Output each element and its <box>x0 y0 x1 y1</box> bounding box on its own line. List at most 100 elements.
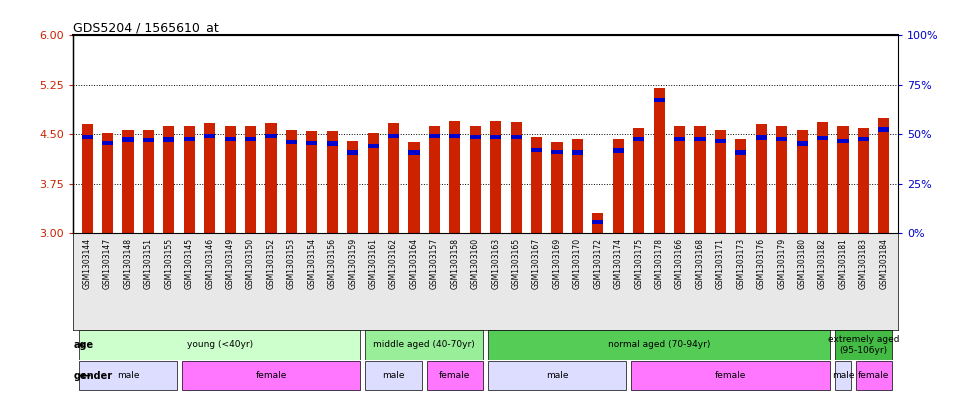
Bar <box>204 134 216 138</box>
Bar <box>409 151 419 155</box>
Bar <box>878 127 889 132</box>
Bar <box>613 149 624 153</box>
Bar <box>674 137 686 141</box>
Bar <box>82 124 93 233</box>
Bar <box>245 137 256 141</box>
Bar <box>572 140 583 233</box>
Bar <box>531 148 542 152</box>
Bar <box>653 98 665 102</box>
Text: GSM1303181: GSM1303181 <box>839 238 848 289</box>
Bar <box>427 361 483 390</box>
Text: extremely aged
(95-106yr): extremely aged (95-106yr) <box>827 335 899 354</box>
Bar <box>184 126 195 233</box>
Bar <box>388 134 399 138</box>
Text: GSM1303149: GSM1303149 <box>225 238 235 289</box>
Text: GDS5204 / 1565610_at: GDS5204 / 1565610_at <box>73 21 218 34</box>
Bar <box>285 130 297 233</box>
Text: GSM1303147: GSM1303147 <box>103 238 112 289</box>
Text: GSM1303170: GSM1303170 <box>573 238 582 289</box>
Bar <box>715 130 726 233</box>
Bar <box>224 126 236 233</box>
Text: GSM1303168: GSM1303168 <box>695 238 705 289</box>
Text: GSM1303179: GSM1303179 <box>777 238 787 289</box>
Bar <box>835 361 851 390</box>
Bar <box>653 88 665 233</box>
Bar <box>837 126 849 233</box>
Bar <box>470 135 481 139</box>
Text: GSM1303150: GSM1303150 <box>246 238 255 289</box>
Bar <box>511 135 521 139</box>
Bar <box>122 137 134 141</box>
Text: GSM1303153: GSM1303153 <box>286 238 296 289</box>
Text: male: male <box>383 371 405 380</box>
Bar <box>163 137 175 141</box>
Text: GSM1303151: GSM1303151 <box>144 238 152 289</box>
Bar <box>306 131 318 233</box>
Text: GSM1303174: GSM1303174 <box>614 238 622 289</box>
Bar <box>347 151 358 155</box>
Bar <box>552 142 562 233</box>
Text: GSM1303184: GSM1303184 <box>880 238 888 289</box>
Text: GSM1303183: GSM1303183 <box>859 238 868 289</box>
Bar <box>531 138 542 233</box>
Text: GSM1303164: GSM1303164 <box>410 238 419 289</box>
Bar <box>855 361 891 390</box>
Text: female: female <box>255 371 286 380</box>
Bar <box>490 121 501 233</box>
Text: gender: gender <box>73 371 113 381</box>
Text: GSM1303172: GSM1303172 <box>593 238 602 289</box>
Bar <box>80 361 177 390</box>
Bar <box>488 330 830 360</box>
Bar <box>776 126 787 233</box>
Text: male: male <box>832 371 854 380</box>
Bar <box>265 123 277 233</box>
Bar <box>592 213 604 233</box>
Text: GSM1303152: GSM1303152 <box>266 238 276 289</box>
Bar <box>429 134 440 138</box>
Bar <box>122 130 134 233</box>
Text: middle aged (40-70yr): middle aged (40-70yr) <box>373 340 475 349</box>
Bar <box>633 128 645 233</box>
Text: GSM1303180: GSM1303180 <box>797 238 807 289</box>
Bar <box>735 140 747 233</box>
Bar <box>182 361 360 390</box>
Bar <box>450 121 460 233</box>
Bar <box>631 361 830 390</box>
Bar <box>326 131 338 233</box>
Text: GSM1303155: GSM1303155 <box>164 238 174 289</box>
Bar <box>674 126 686 233</box>
Text: GSM1303182: GSM1303182 <box>819 238 827 289</box>
Bar <box>204 123 216 233</box>
Text: GSM1303148: GSM1303148 <box>123 238 132 289</box>
Bar <box>694 126 706 233</box>
Bar <box>796 141 808 145</box>
Text: age: age <box>73 340 93 350</box>
Bar <box>306 141 318 145</box>
Text: GSM1303167: GSM1303167 <box>532 238 541 289</box>
Bar <box>470 126 481 233</box>
Bar <box>796 130 808 233</box>
Bar <box>102 133 114 233</box>
Text: female: female <box>439 371 471 380</box>
Bar <box>817 122 828 233</box>
Bar <box>735 151 747 155</box>
Bar <box>367 144 379 148</box>
Bar <box>82 135 93 139</box>
Text: GSM1303171: GSM1303171 <box>716 238 725 289</box>
Bar <box>835 330 891 360</box>
Text: GSM1303156: GSM1303156 <box>328 238 337 289</box>
Bar <box>613 140 624 233</box>
Text: GSM1303146: GSM1303146 <box>205 238 215 289</box>
Bar <box>511 122 521 233</box>
Text: GSM1303154: GSM1303154 <box>308 238 317 289</box>
Text: female: female <box>858 371 889 380</box>
Bar <box>365 330 483 360</box>
Bar <box>755 135 767 140</box>
Bar <box>429 126 440 233</box>
Bar <box>184 137 195 141</box>
Bar <box>488 361 626 390</box>
Bar <box>633 137 645 141</box>
Text: normal aged (70-94yr): normal aged (70-94yr) <box>608 340 711 349</box>
Text: GSM1303145: GSM1303145 <box>184 238 194 289</box>
Text: GSM1303144: GSM1303144 <box>83 238 91 289</box>
